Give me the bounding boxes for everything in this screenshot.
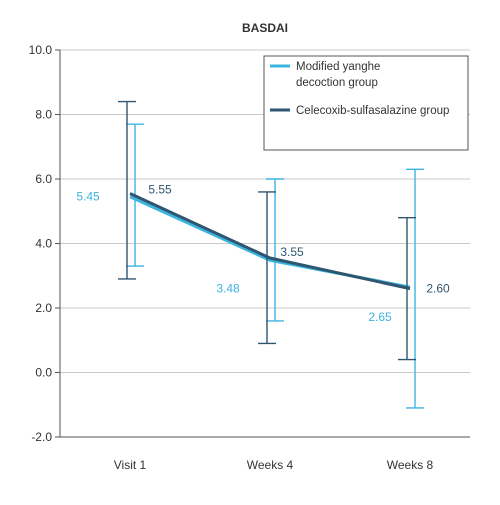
y-tick-label: 6.0 bbox=[35, 172, 52, 186]
data-label: 3.48 bbox=[216, 281, 240, 295]
y-tick-label: 4.0 bbox=[35, 237, 52, 251]
y-tick-label: 8.0 bbox=[35, 108, 52, 122]
data-label: 2.60 bbox=[426, 282, 450, 296]
x-tick-label: Weeks 8 bbox=[387, 458, 434, 472]
data-label: 2.65 bbox=[368, 310, 392, 324]
series-line bbox=[129, 192, 411, 291]
x-tick-label: Visit 1 bbox=[114, 458, 147, 472]
y-tick-label: 2.0 bbox=[35, 301, 52, 315]
legend-label: Celecoxib-sulfasalazine group bbox=[296, 105, 449, 117]
legend-label: Modified yanghe decoction group bbox=[296, 61, 380, 89]
data-label: 5.55 bbox=[148, 183, 172, 197]
series-line bbox=[129, 195, 411, 289]
legend-box bbox=[263, 55, 469, 151]
data-label: 5.45 bbox=[76, 190, 100, 204]
chart-title: BASDAI bbox=[242, 21, 288, 35]
data-label: 3.55 bbox=[280, 245, 304, 259]
y-tick-label: -2.0 bbox=[31, 430, 52, 444]
y-tick-label: 10.0 bbox=[29, 43, 53, 57]
y-tick-label: 0.0 bbox=[35, 366, 52, 380]
x-tick-label: Weeks 4 bbox=[247, 458, 294, 472]
